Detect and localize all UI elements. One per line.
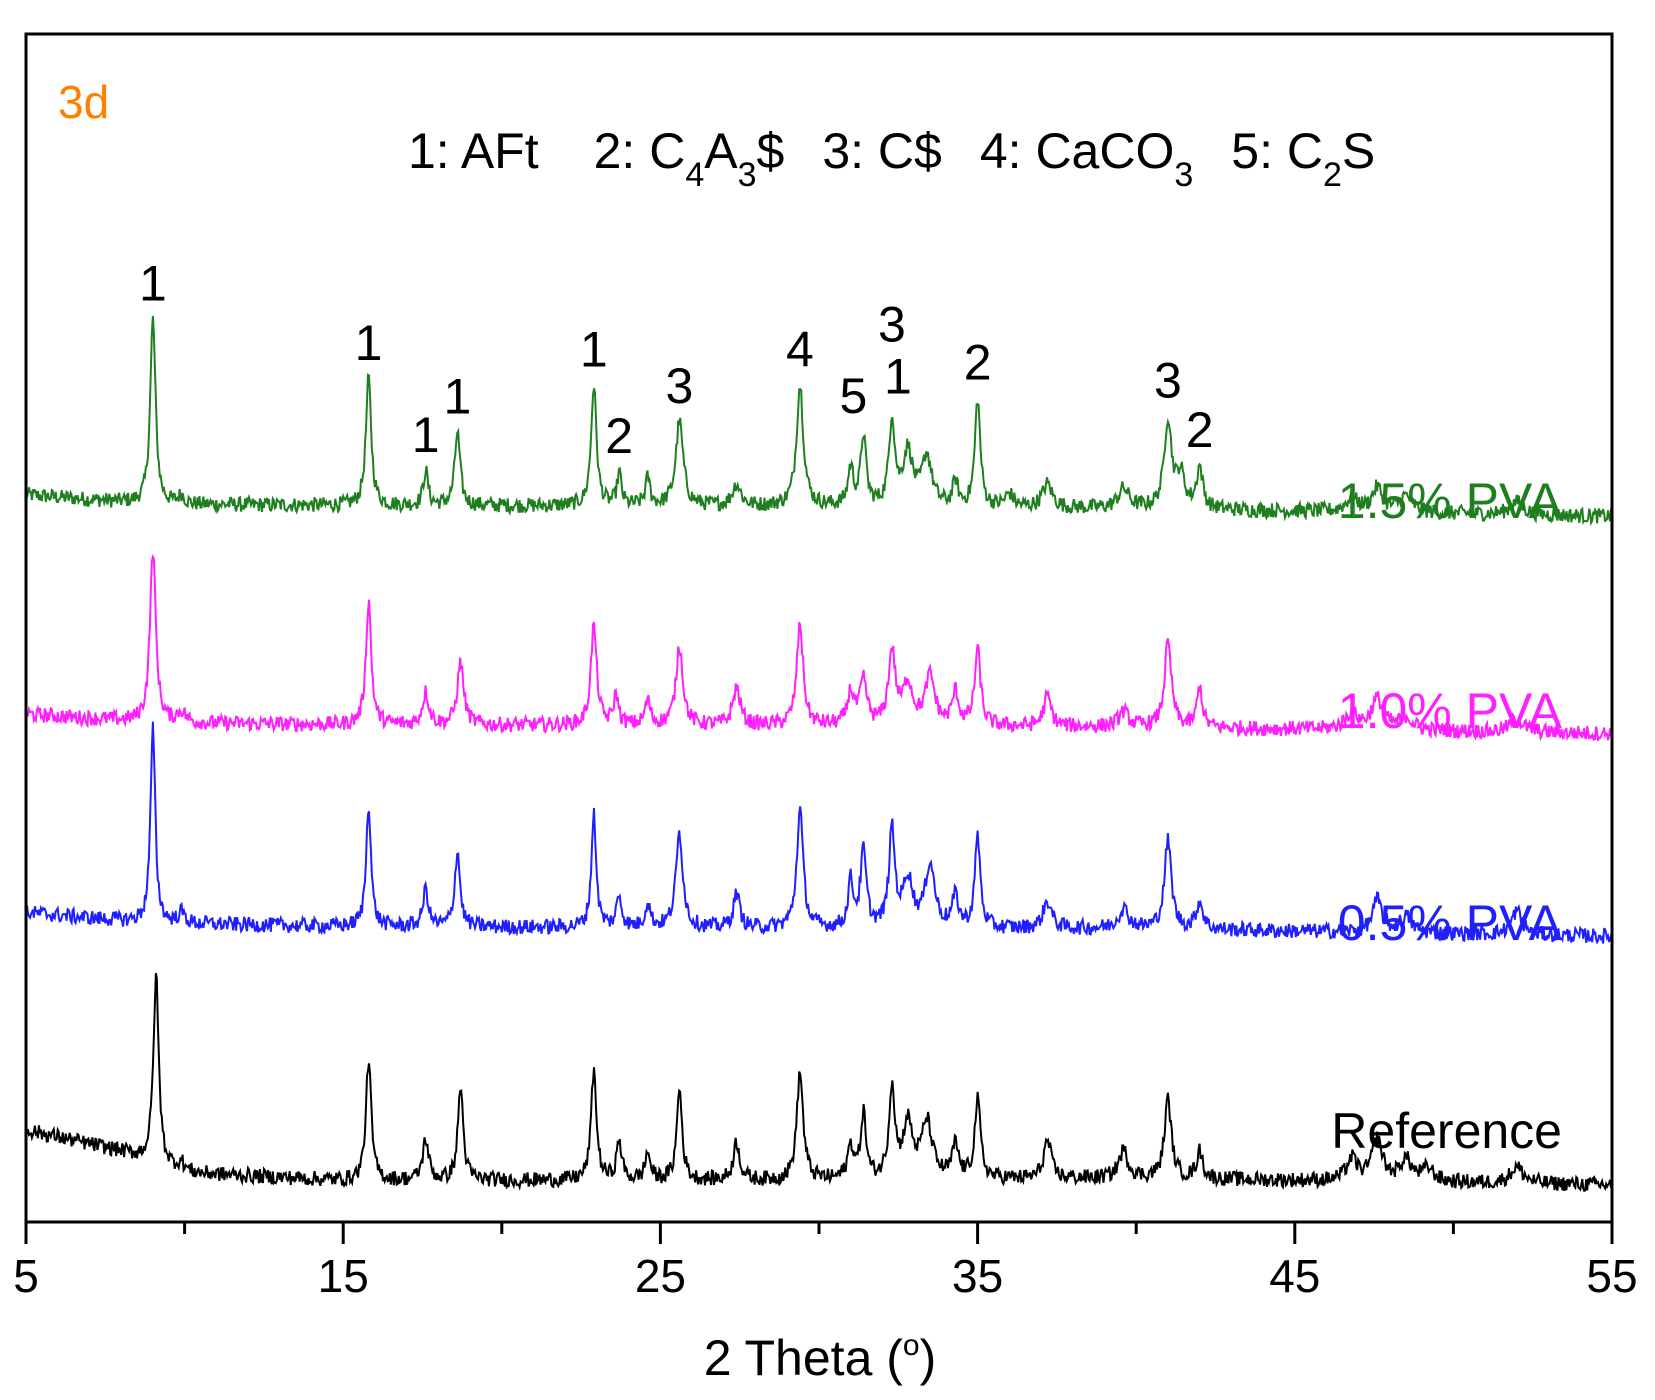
legend-part: 2: C xyxy=(594,123,686,179)
peak-annotation: 5 xyxy=(840,368,868,424)
legend-part: 3 xyxy=(1174,156,1193,194)
peak-annotation: 1 xyxy=(884,349,912,405)
series-label: 1.5% PVA xyxy=(1338,473,1563,529)
series-label-layer: 1.5% PVA 1.0% PVA 0.5% PVA Reference xyxy=(1331,473,1562,1159)
peak-annotation: 3 xyxy=(878,297,906,353)
peak-annotation: 2 xyxy=(605,408,633,464)
series-label: 1.0% PVA xyxy=(1338,683,1563,739)
legend-part: 2 xyxy=(1323,156,1342,194)
x-tick-label: 45 xyxy=(1269,1250,1320,1302)
series-label: Reference xyxy=(1331,1103,1562,1159)
series-line xyxy=(25,721,1613,945)
x-tick-label: 35 xyxy=(952,1250,1003,1302)
legend-part: 1: AFt xyxy=(408,123,539,179)
peak-annotation: 1 xyxy=(355,315,383,371)
series-line xyxy=(25,973,1613,1193)
legend-part: 4: CaCO xyxy=(980,123,1175,179)
x-axis: 5 15 25 35 45 55 xyxy=(13,1222,1638,1302)
legend-part: A xyxy=(704,123,738,179)
peak-annotation: 1 xyxy=(580,321,608,377)
plot-frame xyxy=(24,32,1614,1224)
legend-part: 3: C$ xyxy=(822,123,942,179)
legend-part: 3 xyxy=(738,156,757,194)
legend-part: 5: C xyxy=(1231,123,1323,179)
x-axis-title: 2 Theta (o) xyxy=(704,1329,937,1386)
peak-annotation: 3 xyxy=(1154,353,1182,409)
peak-annotation: 1 xyxy=(412,407,440,463)
x-tick-label: 55 xyxy=(1586,1250,1637,1302)
phase-legend: 1: AFt 2: C4A3$ 3: C$ 4: CaCO3 5: C2S xyxy=(408,123,1375,194)
peak-annotation: 2 xyxy=(964,334,992,390)
series-line xyxy=(25,315,1613,527)
legend-part: 4 xyxy=(685,156,704,194)
peak-annotation: 3 xyxy=(666,358,694,414)
peak-annotation: 2 xyxy=(1186,402,1214,458)
series-layer xyxy=(25,315,1613,1193)
peak-annotation: 1 xyxy=(443,369,471,425)
panel-label: 3d xyxy=(58,76,109,128)
legend-part: $ xyxy=(757,123,785,179)
series-label: 0.5% PVA xyxy=(1338,895,1563,951)
x-tick-label: 5 xyxy=(13,1250,39,1302)
series-line xyxy=(25,553,1613,742)
x-tick-label: 25 xyxy=(635,1250,686,1302)
peak-annotation: 4 xyxy=(786,322,814,378)
legend-part: S xyxy=(1342,123,1375,179)
x-tick-label: 15 xyxy=(318,1250,369,1302)
peak-annotation: 1 xyxy=(139,256,167,312)
